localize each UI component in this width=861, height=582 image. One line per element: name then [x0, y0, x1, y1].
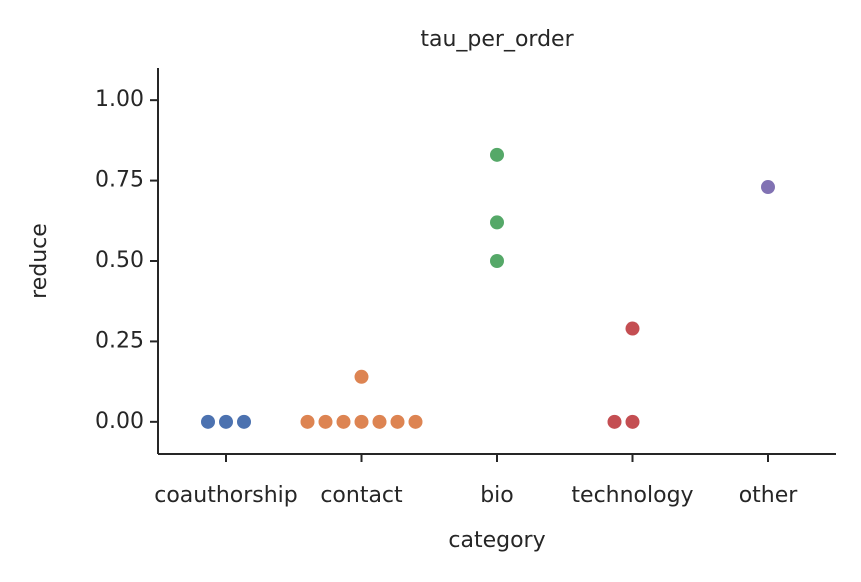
- x-tick-label: other: [739, 483, 799, 508]
- point: [201, 414, 215, 429]
- point: [625, 414, 640, 429]
- point: [761, 180, 775, 195]
- point: [372, 414, 387, 429]
- y-tick-label: 0.50: [95, 248, 144, 273]
- point: [237, 414, 251, 429]
- point: [625, 321, 640, 336]
- x-tick-label: bio: [480, 483, 514, 508]
- point: [408, 414, 423, 429]
- point: [490, 215, 504, 230]
- point: [219, 414, 233, 429]
- point: [354, 414, 369, 429]
- x-axis-label: category: [448, 528, 545, 553]
- point: [390, 414, 405, 429]
- y-tick-label: 0.75: [95, 168, 144, 193]
- y-tick-label: 1.00: [95, 87, 144, 112]
- y-axis-label: reduce: [27, 223, 52, 299]
- point: [354, 369, 369, 384]
- point: [490, 147, 504, 162]
- x-tick-label: coauthorship: [154, 483, 298, 508]
- point: [336, 414, 351, 429]
- point: [300, 414, 315, 429]
- x-tick-label: technology: [571, 483, 693, 508]
- y-tick-label: 0.00: [95, 409, 144, 434]
- y-tick-label: 0.25: [95, 328, 144, 353]
- point: [490, 254, 504, 268]
- x-tick-label: contact: [320, 483, 403, 508]
- chart-title: tau_per_order: [420, 27, 574, 52]
- point: [607, 414, 622, 429]
- point: [318, 414, 333, 429]
